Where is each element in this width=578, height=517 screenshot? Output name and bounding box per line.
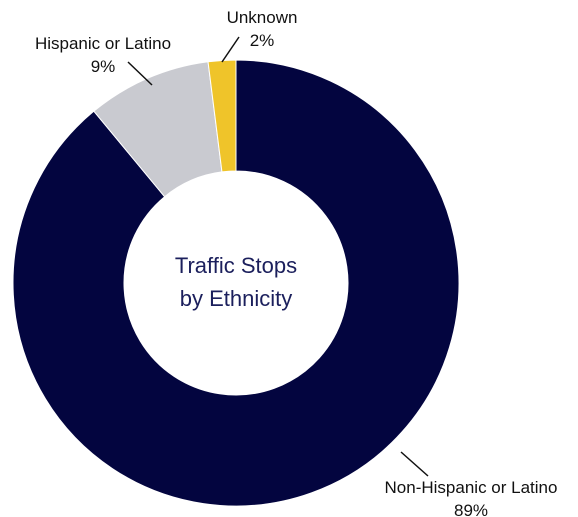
slice-value-hispanic-or-latino: 9% [91, 57, 116, 76]
slice-value-non-hispanic-or-latino: 89% [454, 501, 488, 517]
slice-non-hispanic-or-latino [12, 59, 460, 507]
slice-label-non-hispanic-or-latino: Non-Hispanic or Latino [385, 478, 558, 497]
label-leader-lines [127, 36, 429, 477]
center-title-line-1: Traffic Stops [175, 253, 297, 278]
slice-unknown [207, 59, 237, 173]
slice-value-unknown: 2% [250, 31, 275, 50]
leader-line-hispanic-or-latino [127, 61, 153, 86]
slice-label-unknown: Unknown [227, 8, 298, 27]
center-title-line-2: by Ethnicity [180, 286, 293, 311]
donut-slices [12, 59, 460, 507]
slice-label-hispanic-or-latino: Hispanic or Latino [35, 34, 171, 53]
slice-labels: Non-Hispanic or Latino 89% Hispanic or Lat… [35, 8, 558, 517]
leader-line-unknown [221, 36, 240, 63]
leader-line-non-hispanic-or-latino [400, 451, 429, 477]
